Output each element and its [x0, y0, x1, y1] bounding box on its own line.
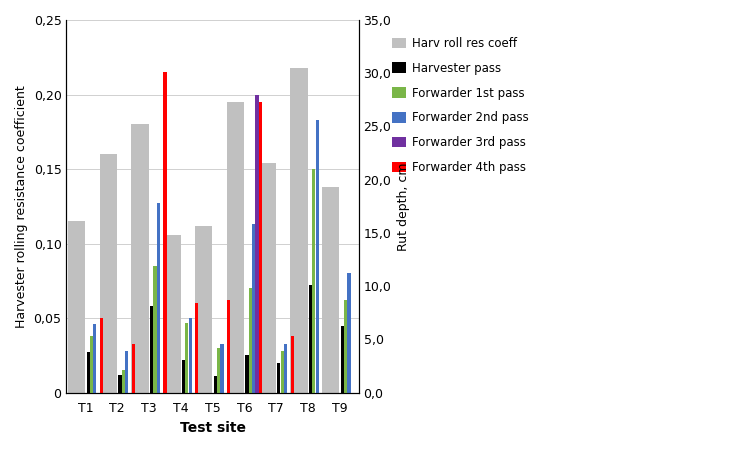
Bar — [347, 274, 350, 393]
Bar — [131, 124, 148, 393]
Bar — [164, 72, 166, 393]
Bar — [226, 102, 244, 393]
Bar — [309, 285, 312, 393]
Bar — [150, 306, 153, 393]
Bar — [322, 187, 340, 393]
Bar — [214, 376, 217, 393]
Bar — [312, 169, 316, 393]
Bar — [185, 323, 188, 393]
Bar — [93, 324, 97, 393]
Bar — [157, 203, 160, 393]
Bar — [252, 224, 255, 393]
Y-axis label: Rut depth, cm: Rut depth, cm — [397, 162, 410, 251]
Bar — [284, 343, 287, 393]
Bar — [154, 266, 157, 393]
Bar — [227, 300, 230, 393]
Bar — [100, 154, 117, 393]
Bar — [118, 375, 122, 393]
Bar — [182, 360, 185, 393]
Bar — [164, 235, 181, 393]
Bar — [278, 363, 280, 393]
Bar — [90, 336, 93, 393]
Bar — [290, 68, 308, 393]
Bar — [249, 288, 252, 393]
Bar — [344, 300, 347, 393]
Bar — [100, 318, 103, 393]
Bar — [132, 343, 135, 393]
Bar — [217, 348, 220, 393]
Bar — [340, 326, 344, 393]
Y-axis label: Harvester rolling resistance coefficient: Harvester rolling resistance coefficient — [15, 85, 28, 328]
Legend: Harv roll res coeff, Harvester pass, Forwarder 1st pass, Forwarder 2nd pass, For: Harv roll res coeff, Harvester pass, For… — [388, 33, 532, 177]
Bar — [259, 102, 262, 393]
Bar — [280, 351, 284, 393]
Bar — [188, 318, 192, 393]
Bar — [68, 221, 86, 393]
Bar — [220, 343, 224, 393]
Bar — [256, 94, 259, 393]
Bar — [195, 303, 199, 393]
X-axis label: Test site: Test site — [179, 421, 245, 435]
Bar — [122, 370, 124, 393]
Bar — [125, 351, 128, 393]
Bar — [259, 163, 276, 393]
Bar — [86, 352, 90, 393]
Bar — [245, 356, 248, 393]
Bar — [316, 120, 319, 393]
Bar — [195, 226, 212, 393]
Bar — [290, 336, 294, 393]
